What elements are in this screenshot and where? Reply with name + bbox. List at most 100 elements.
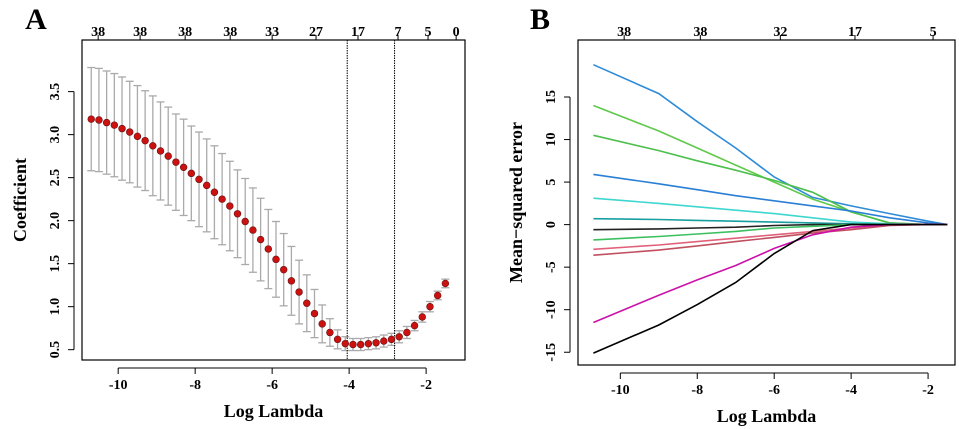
point <box>126 128 134 136</box>
x2-tick-label: 38 <box>617 25 631 40</box>
series-line <box>593 223 948 354</box>
x-axis-label: Log Lambda <box>224 401 324 421</box>
point <box>187 169 196 178</box>
y-tick-label: 0.5 <box>48 341 63 359</box>
point <box>118 124 126 133</box>
x-tick-label: -4 <box>343 378 355 393</box>
y-tick-label: 5 <box>544 179 559 186</box>
y-tick-label: 0 <box>544 221 559 228</box>
x2-tick-label: 38 <box>91 25 105 40</box>
point <box>364 339 373 348</box>
point <box>102 118 111 127</box>
point <box>395 333 403 341</box>
y-tick-label: 2.5 <box>48 169 63 187</box>
point <box>380 337 388 345</box>
y-tick-label: 3.0 <box>48 126 63 144</box>
point <box>179 163 188 172</box>
x-tick-label: -10 <box>611 383 630 398</box>
x-tick-label: -4 <box>845 383 857 398</box>
x2-tick-label: 17 <box>848 25 862 40</box>
x-tick-label: -8 <box>691 383 703 398</box>
point <box>303 299 311 307</box>
point <box>333 335 342 344</box>
point <box>195 175 203 184</box>
panel-label: A <box>25 3 47 36</box>
x-tick-label: -2 <box>420 378 432 393</box>
point <box>418 313 426 321</box>
point <box>156 147 165 155</box>
point <box>256 235 265 244</box>
point <box>141 136 149 145</box>
point <box>341 339 349 348</box>
series-line <box>593 104 948 226</box>
point <box>203 181 211 190</box>
point <box>318 320 326 328</box>
point <box>172 158 180 166</box>
y-tick-label: 10 <box>544 133 559 147</box>
y-tick-label: 1.0 <box>48 298 63 316</box>
y-tick-label: -10 <box>544 300 559 319</box>
point <box>310 309 319 318</box>
point <box>349 340 357 349</box>
y-tick-label: -15 <box>544 343 559 362</box>
point <box>326 328 334 337</box>
x2-tick-label: 38 <box>133 25 147 40</box>
point <box>441 279 450 288</box>
x2-tick-label: 5 <box>930 25 937 40</box>
y-tick-label: 1.5 <box>48 255 63 273</box>
panel-label: B <box>530 3 550 36</box>
point <box>272 255 280 264</box>
series-line <box>593 173 948 226</box>
point <box>372 339 380 347</box>
x2-tick-label: 38 <box>178 25 192 40</box>
x-tick-label: -6 <box>768 383 780 398</box>
point <box>387 335 396 344</box>
point <box>287 277 296 285</box>
x2-tick-label: 0 <box>453 25 460 40</box>
x-axis-label: Log Lambda <box>717 406 817 426</box>
x-tick-label: -10 <box>109 378 128 393</box>
point <box>356 340 365 349</box>
plot-frame <box>577 39 956 366</box>
series-line <box>593 197 948 226</box>
point <box>433 291 442 300</box>
x2-tick-label: 32 <box>773 25 787 40</box>
point <box>149 142 157 150</box>
x2-tick-label: 38 <box>693 25 707 40</box>
x-tick-label: -2 <box>922 383 934 398</box>
point <box>110 121 119 129</box>
series-line <box>593 223 948 324</box>
y-tick-label: 15 <box>544 90 559 104</box>
point <box>210 188 219 196</box>
x2-tick-label: 7 <box>395 25 402 40</box>
x-tick-label: -8 <box>189 378 201 393</box>
point <box>403 328 411 337</box>
point <box>226 202 234 210</box>
y-axis-label: Mean−squared error <box>506 122 526 283</box>
y-axis-label: Coefficient <box>10 158 30 242</box>
point <box>133 132 142 141</box>
point <box>218 195 226 203</box>
point <box>95 116 103 124</box>
point <box>264 245 273 253</box>
plot-frame <box>81 39 466 361</box>
point <box>295 288 303 296</box>
point <box>241 217 249 226</box>
x2-tick-label: 17 <box>351 25 365 40</box>
x2-tick-label: 33 <box>265 25 279 40</box>
x-tick-label: -6 <box>266 378 278 393</box>
series-line <box>593 134 948 226</box>
x2-tick-label: 5 <box>425 25 432 40</box>
y-tick-label: 3.5 <box>48 83 63 101</box>
y-tick-label: -5 <box>544 261 559 273</box>
point <box>280 265 288 274</box>
point <box>426 302 434 311</box>
point <box>87 115 95 123</box>
point <box>249 226 257 234</box>
point <box>164 152 172 160</box>
point <box>410 321 419 330</box>
series-line <box>593 63 948 226</box>
x2-tick-label: 27 <box>309 25 323 40</box>
point <box>233 210 242 218</box>
